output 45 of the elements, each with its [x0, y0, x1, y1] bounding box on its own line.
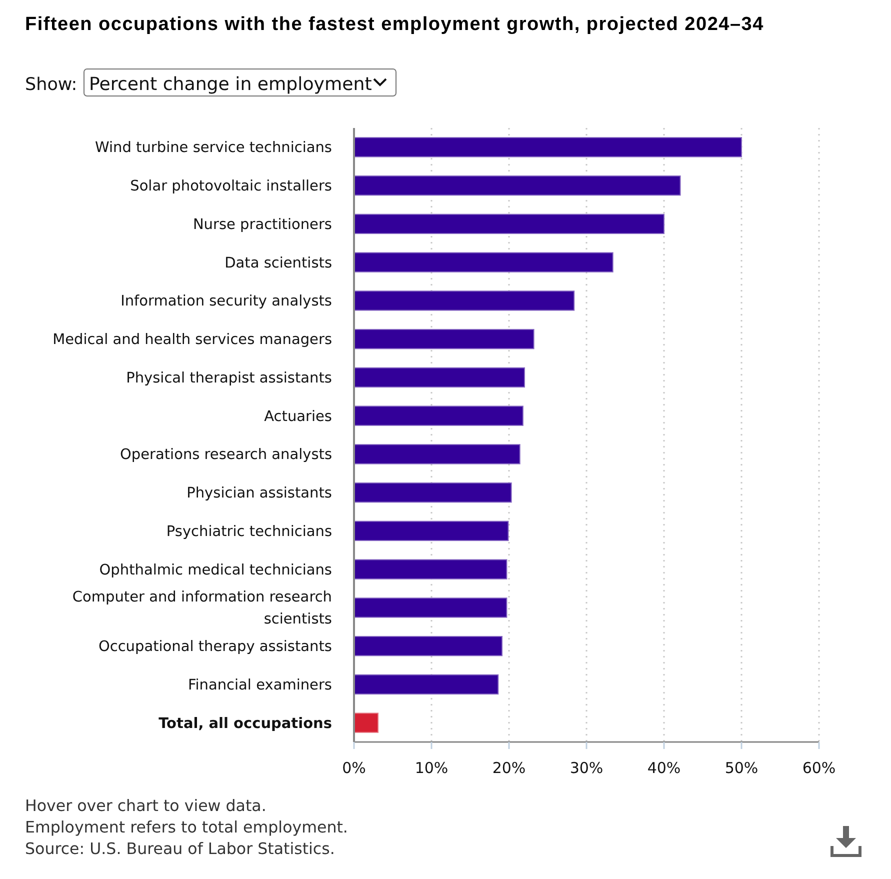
text: Show:: [25, 75, 78, 95]
bar: [354, 482, 512, 503]
x-tick-label: 20%: [492, 759, 526, 777]
bar: [354, 406, 524, 426]
y-tick-label: Psychiatric technicians: [166, 524, 332, 540]
bar: [354, 367, 525, 388]
bar: [354, 598, 508, 618]
bar: [354, 328, 534, 350]
x-tick-label: 10%: [414, 759, 448, 777]
chart-title: Fifteen occupations with the fastest employment growth, projected 2024–34: [25, 14, 764, 35]
source-note: Source: U.S. Bureau of Labor Statistics.: [25, 839, 335, 858]
bar: [354, 252, 614, 272]
bar: [354, 214, 664, 234]
bar: [354, 712, 379, 733]
y-tick-label: Information security analysts: [120, 294, 332, 310]
y-tick-label: Total, all occupations: [158, 716, 332, 732]
x-tick-label: 50%: [724, 759, 758, 777]
bar: [354, 137, 742, 158]
y-tick-label: Ophthalmic medical technicians: [99, 562, 332, 578]
x-tick-label: 0%: [342, 759, 366, 777]
dropdown-field: Percent change in employment: [84, 68, 396, 96]
y-tick-label: Medical and health services managers: [52, 332, 332, 348]
y-tick-label: Actuaries: [264, 408, 332, 425]
text: Hover over chart to view data.: [25, 796, 266, 815]
y-tick-label: Computer and information research scientists: [72, 590, 332, 628]
y-tick-label: Operations research analysts: [120, 447, 332, 464]
x-tick-label: 30%: [570, 759, 604, 777]
bar: [354, 559, 508, 580]
y-tick-label: Nurse practitioners: [192, 216, 332, 233]
y-tick-label: Solar photovoltaic installers: [130, 178, 332, 195]
y-tick-label: Physician assistants: [186, 486, 332, 502]
y-tick-label: Occupational therapy assistants: [98, 639, 332, 656]
bar: [354, 444, 520, 464]
x-tick-label: 60%: [802, 759, 836, 777]
y-tick-label: Wind turbine service technicians: [94, 140, 332, 156]
text: Employment refers to total employment.: [25, 818, 348, 836]
bar: [354, 290, 575, 311]
y-tick-label: Physical therapist assistants: [126, 370, 332, 386]
x-tick-label: 40%: [647, 759, 681, 777]
bar: [354, 674, 499, 695]
y-tick-label: Data scientists: [224, 255, 332, 272]
y-tick-label: Financial examiners: [188, 677, 332, 694]
bar: [354, 636, 503, 656]
bar: [354, 520, 509, 542]
bar: [354, 175, 681, 196]
